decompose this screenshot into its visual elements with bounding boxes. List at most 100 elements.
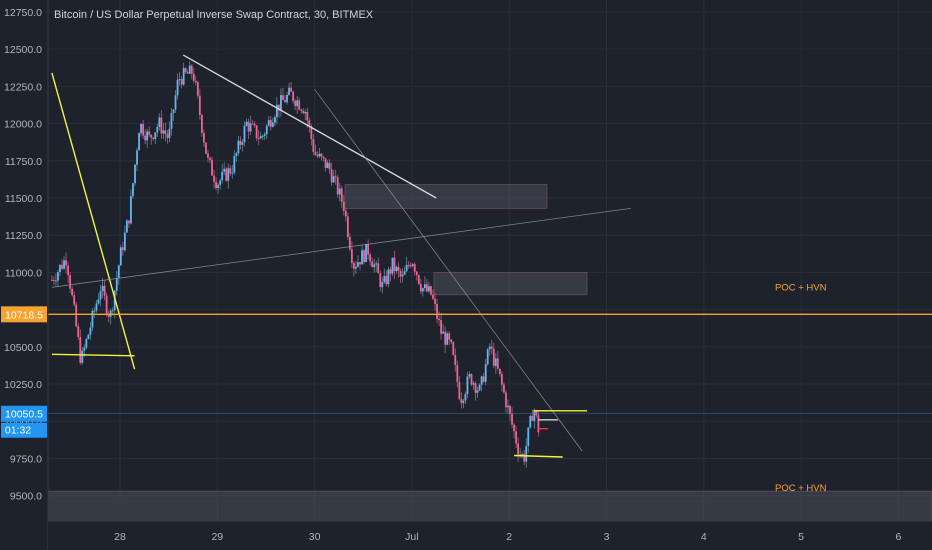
candle-body (269, 120, 272, 127)
candle-body (229, 168, 232, 174)
x-tick-label: 30 (309, 531, 321, 543)
candle-body (460, 399, 463, 404)
candle-body (128, 220, 130, 224)
candle-body (458, 382, 461, 400)
candle-body (284, 100, 286, 103)
candle-body (221, 171, 224, 181)
candle-body (407, 264, 410, 266)
candle-body (413, 264, 416, 272)
candle-body (275, 104, 278, 118)
candle-body (50, 279, 53, 281)
candle-body (488, 346, 491, 350)
candle-body (292, 91, 295, 101)
zone-box (47, 490, 932, 522)
candle-body (184, 68, 187, 73)
x-tick-label: Jul (405, 531, 418, 543)
candle-body (511, 413, 513, 425)
candle-body (444, 331, 447, 345)
candle-body (280, 95, 282, 111)
candle-body (440, 320, 442, 334)
candle-body (480, 376, 483, 385)
candle-body (330, 169, 333, 183)
candle-body (426, 284, 428, 292)
countdown-tag (1, 422, 47, 438)
candle-body (494, 358, 497, 366)
candle-body (164, 130, 167, 135)
candle-body (509, 405, 511, 414)
candle-body (227, 168, 230, 181)
candle-body (150, 134, 153, 138)
candle-body (391, 257, 394, 274)
candle-body (355, 266, 357, 269)
candle-body (170, 113, 173, 129)
candle-body (160, 117, 163, 134)
candle-body (288, 87, 290, 95)
candle-body (470, 374, 473, 385)
candle-body (217, 184, 220, 189)
candle-body (233, 156, 236, 173)
candle-body (130, 196, 132, 224)
candle-body (73, 295, 76, 305)
candle-body (318, 153, 321, 157)
candle-body (428, 286, 430, 292)
candle-body (117, 265, 120, 279)
zone-box (433, 272, 588, 296)
candle-body (121, 247, 124, 251)
trendline (51, 72, 136, 370)
y-tick-label: 9750.0 (10, 453, 42, 465)
candle-body (200, 114, 203, 133)
candle-body (278, 104, 280, 111)
candle-body (286, 94, 288, 103)
y-tick-label: 10500.0 (4, 342, 42, 354)
candle-body (498, 368, 501, 374)
candle-body (79, 336, 82, 363)
candle-body (531, 415, 534, 421)
candle-body (446, 333, 449, 345)
candle-body (484, 364, 487, 382)
candle-body (393, 257, 396, 272)
x-axis[interactable]: 28 29 30 Jul 2 3 4 5 6 (114, 531, 901, 543)
candle-body (399, 270, 402, 277)
last-price-label: 10050.5 (5, 409, 43, 421)
trendlines (51, 54, 631, 458)
candle-body (75, 304, 78, 327)
trendline (51, 353, 135, 357)
x-tick-label: 5 (798, 531, 804, 543)
candle-body (71, 288, 74, 296)
candle-body (166, 134, 169, 138)
candle-body (253, 123, 256, 126)
candle-body (87, 334, 90, 340)
zone-box (344, 184, 548, 209)
chart-title: Bitcoin / US Dollar Perpetual Inverse Sw… (54, 9, 374, 21)
candle-body (322, 156, 325, 159)
candle-body (385, 275, 388, 285)
candle-body (332, 176, 335, 183)
candle-body (257, 138, 260, 140)
candle-body (81, 350, 84, 363)
candle-body (219, 180, 222, 185)
candle-body (316, 154, 319, 157)
y-tick-label: 12500.0 (4, 44, 42, 56)
candle-body (405, 264, 408, 272)
candle-body (65, 260, 67, 266)
candle-body (521, 453, 524, 455)
candle-body (442, 331, 445, 334)
trendline (514, 454, 563, 458)
candle-body (383, 275, 386, 283)
candle-body (146, 131, 149, 141)
candle-body (140, 124, 142, 134)
candle-body (369, 254, 372, 262)
candle-body (144, 135, 147, 141)
candle-body (182, 68, 185, 85)
candle-body (409, 265, 412, 267)
candle-body (517, 443, 520, 455)
candle-body (513, 424, 515, 432)
candle-body (537, 415, 540, 433)
candle-body (53, 280, 55, 282)
candle-body (529, 415, 532, 428)
candle-body (91, 310, 94, 328)
y-tick-label: 11250.0 (5, 230, 42, 242)
poc-price-label: 10718.5 (5, 309, 43, 321)
candle-body (282, 95, 284, 101)
